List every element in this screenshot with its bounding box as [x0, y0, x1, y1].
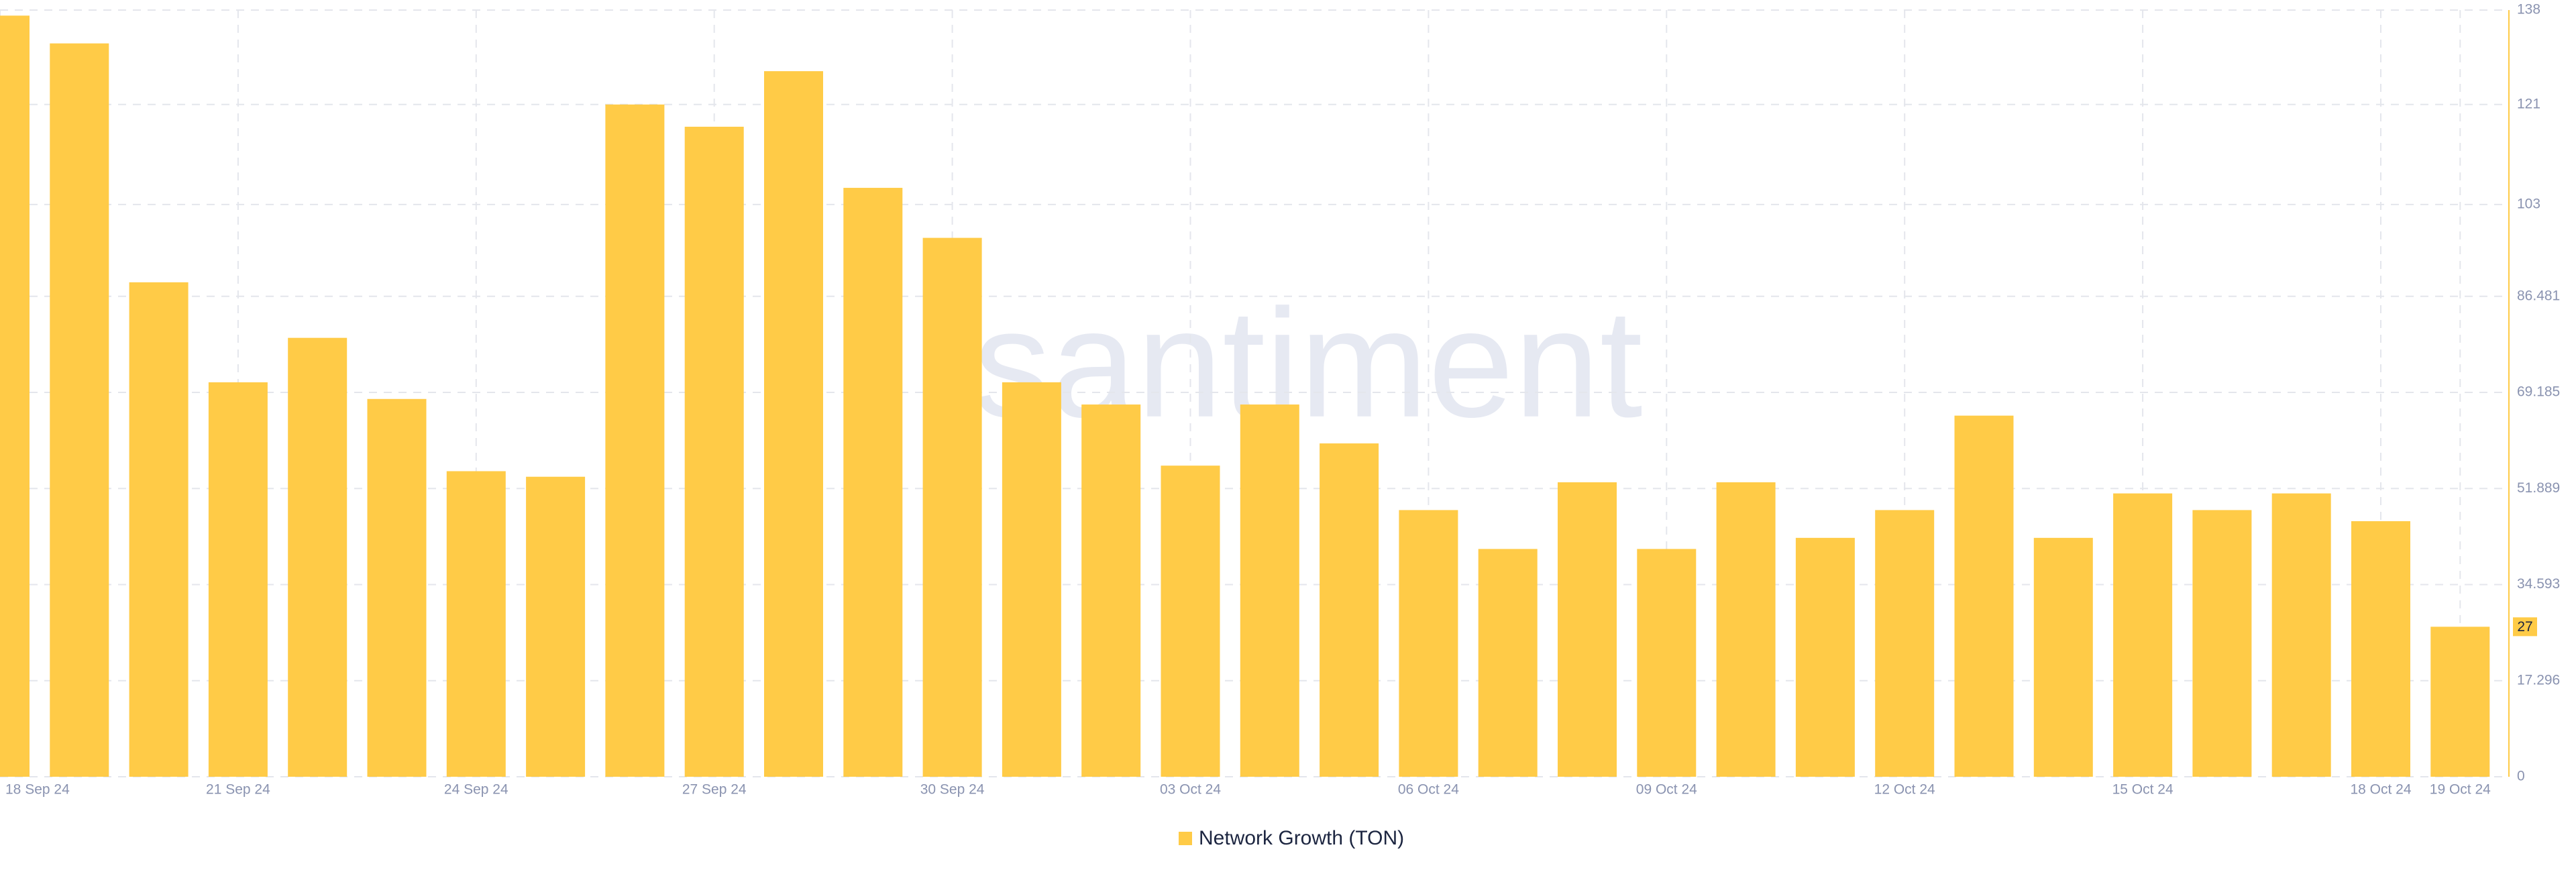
last-value-badge	[2513, 617, 2537, 637]
bar	[2271, 493, 2331, 777]
bar	[1399, 510, 1458, 777]
y-tick-label: 0	[2517, 769, 2525, 784]
x-tick-label: 24 Sep 24	[444, 782, 508, 798]
bar	[1558, 482, 1617, 777]
y-tick-label: 51.889	[2517, 480, 2560, 496]
watermark: santiment	[973, 277, 1642, 449]
bar	[1637, 549, 1697, 777]
bar	[684, 126, 744, 777]
x-tick-label: 15 Oct 24	[2112, 782, 2174, 798]
bar	[2192, 510, 2252, 777]
x-tick-label: 09 Oct 24	[1636, 782, 1697, 798]
bar	[1875, 510, 1935, 777]
y-tick-label: 103	[2517, 196, 2540, 211]
bar	[1478, 549, 1538, 777]
bar	[526, 476, 586, 777]
y-tick-label: 121	[2517, 96, 2540, 111]
bar	[1795, 537, 1855, 777]
legend-label: Network Growth (TON)	[1199, 827, 1404, 849]
bar	[1954, 415, 2014, 777]
y-tick-label: 138	[2517, 2, 2540, 17]
bar	[764, 71, 823, 777]
bar	[1716, 482, 1776, 777]
x-tick-label: 03 Oct 24	[1160, 782, 1221, 798]
bar	[843, 188, 903, 777]
bar	[2113, 493, 2173, 777]
bar	[367, 398, 427, 777]
y-tick-label: 69.185	[2517, 384, 2560, 400]
bar	[2430, 626, 2490, 777]
last-value-label: 27	[2517, 619, 2532, 635]
legend-swatch	[1179, 832, 1192, 845]
bar	[50, 43, 109, 777]
x-tick-label: 06 Oct 24	[1398, 782, 1459, 798]
bar	[446, 471, 506, 777]
bar	[605, 104, 665, 777]
x-tick-label: 18 Sep 24	[5, 782, 70, 798]
x-tick-label: 30 Sep 24	[920, 782, 985, 798]
y-tick-label: 34.593	[2517, 576, 2560, 592]
x-tick-label: 12 Oct 24	[1874, 782, 1935, 798]
x-tick-label: 18 Oct 24	[2350, 782, 2411, 798]
bar	[2351, 521, 2410, 777]
y-tick-label: 17.296	[2517, 672, 2560, 688]
bar	[0, 15, 30, 777]
bar	[2033, 537, 2093, 777]
bar	[1240, 404, 1299, 777]
bar	[288, 337, 347, 777]
y-tick-label: 86.481	[2517, 288, 2560, 303]
bar	[129, 282, 189, 777]
bar	[208, 382, 268, 777]
bar	[922, 237, 982, 777]
x-tick-label: 19 Oct 24	[2430, 782, 2491, 798]
bar	[1161, 466, 1220, 777]
x-tick-label: 27 Sep 24	[682, 782, 747, 798]
bar	[1320, 443, 1379, 777]
x-tick-label: 21 Sep 24	[206, 782, 270, 798]
bar	[1081, 404, 1141, 777]
bar	[1002, 382, 1061, 777]
